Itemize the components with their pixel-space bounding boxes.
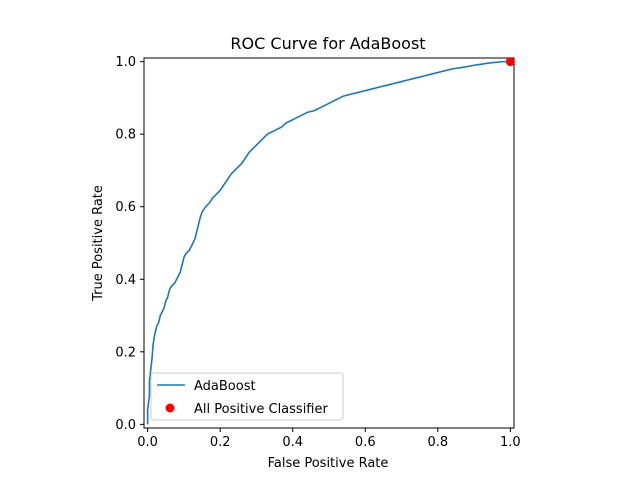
- plot-area: 0.0 0.2 0.4 0.6 0.8 1.0 0.0 0.2 0.4 0.6 0.8 1.0: [115, 55, 520, 450]
- y-axis-ticks: 0.0 0.2 0.4 0.6 0.8 1.0: [115, 55, 144, 433]
- y-tick-label: 1.0: [115, 55, 136, 70]
- x-axis-label: False Positive Rate: [268, 456, 389, 471]
- y-tick-label: 0.4: [115, 273, 136, 288]
- legend-label-all-positive: All Positive Classifier: [194, 402, 328, 417]
- y-tick-label: 0.2: [115, 345, 136, 360]
- series-layer: [146, 57, 515, 425]
- x-tick-label: 0.8: [427, 435, 448, 450]
- x-tick-label: 0.6: [355, 435, 376, 450]
- y-tick-label: 0.0: [115, 418, 136, 433]
- legend-box: [150, 372, 344, 421]
- y-axis-label: True Positive Rate: [91, 185, 106, 302]
- plot-frame: [143, 57, 515, 429]
- legend: AdaBoost All Positive Classifier: [150, 372, 344, 421]
- x-tick-label: 1.0: [500, 435, 521, 450]
- x-tick-label: 0.4: [282, 435, 303, 450]
- legend-marker-swatch: [165, 403, 175, 413]
- all-positive-point: [505, 57, 515, 67]
- chart-title: ROC Curve for AdaBoost: [230, 34, 425, 53]
- y-tick-label: 0.8: [115, 128, 136, 143]
- x-tick-label: 0.2: [210, 435, 231, 450]
- x-tick-label: 0.0: [137, 435, 158, 450]
- legend-label-adaboost: AdaBoost: [194, 379, 256, 394]
- x-axis-ticks: 0.0 0.2 0.4 0.6 0.8 1.0: [137, 428, 521, 450]
- y-tick-label: 0.6: [115, 200, 136, 215]
- roc-curve-line: [146, 60, 511, 425]
